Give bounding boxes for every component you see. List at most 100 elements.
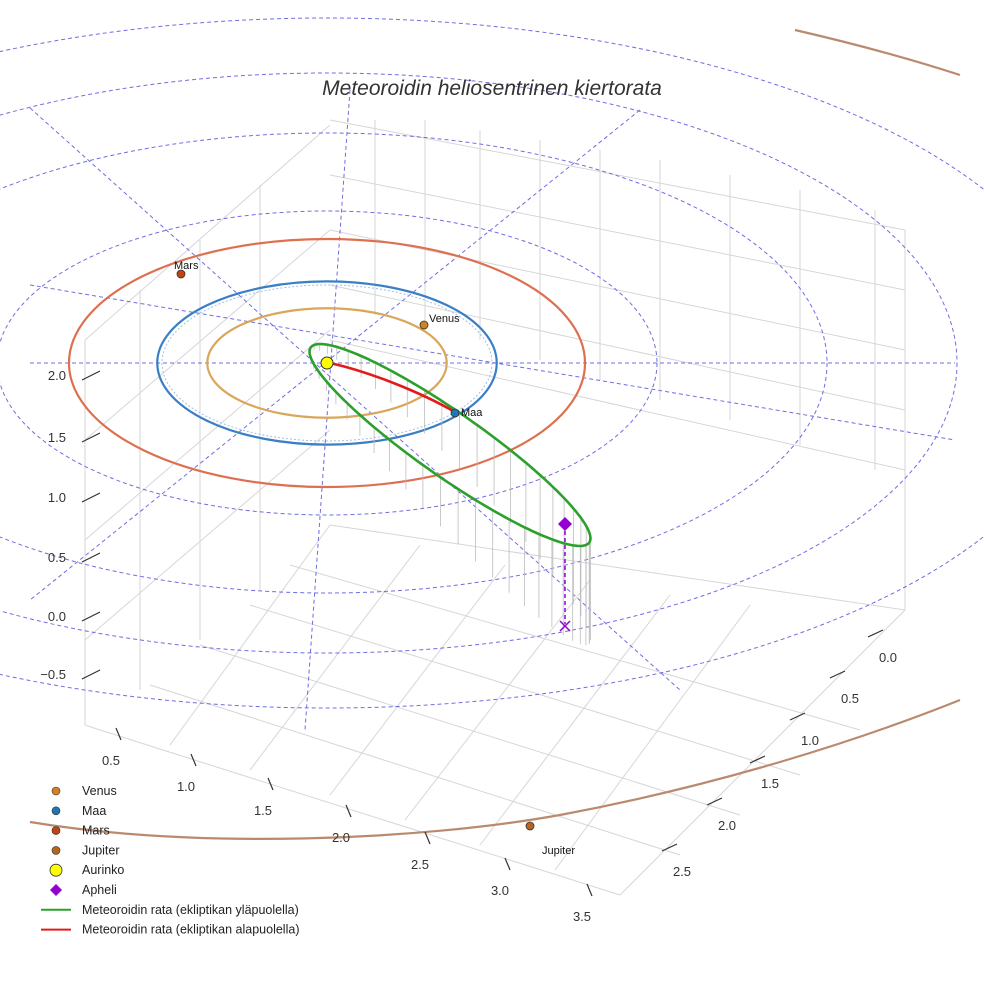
legend-symbol [51, 846, 61, 855]
x-tick-mark [504, 857, 511, 871]
z-tick-mark [81, 611, 101, 622]
x-tick-mark [267, 777, 274, 791]
jupiter-label: Jupiter [542, 845, 575, 857]
aphelion-projection-marker [559, 620, 571, 632]
legend: Venus Maa Mars Jupiter Aurinko Apheli Meteoroi… [41, 784, 299, 937]
z-tick-label: 1.0 [48, 490, 66, 505]
z-tick-label: −0.5 [40, 667, 66, 682]
grid-line [199, 644, 741, 816]
venus-label: Venus [429, 313, 460, 325]
jupiter-marker [525, 821, 535, 831]
legend-label: Meteoroidin rata (ekliptikan yläpuolella… [82, 903, 299, 917]
z-tick-mark [81, 432, 101, 443]
grid-line [619, 609, 906, 896]
sun-marker [320, 356, 334, 370]
axis-ticks: 2.0 1.5 1.0 0.5 0.0 −0.5 0.5 1.0 1.5 2.0 2.5 3.0 3.5… [40, 368, 897, 924]
venus-orbit [206, 307, 448, 419]
jupiter-orbit-arc-far [794, 28, 961, 77]
legend-label: Meteoroidin rata (ekliptikan alapuolella… [82, 923, 299, 937]
y-tick-label: 2.5 [673, 864, 691, 879]
ecliptic-spoke [29, 284, 956, 441]
y-tick-label: 1.5 [761, 776, 779, 791]
grid-line [249, 544, 421, 771]
x-tick-label: 1.5 [254, 803, 272, 818]
maa-label: Maa [461, 407, 483, 419]
mars-orbit [67, 237, 587, 489]
grid-line [249, 604, 801, 776]
y-tick-label: 0.0 [879, 650, 897, 665]
ecliptic-spoke [29, 107, 681, 691]
z-tick-mark [81, 492, 101, 503]
grid-line [289, 564, 861, 731]
aphelion-marker [558, 517, 572, 531]
ecliptic-ring [0, 17, 984, 709]
grid-line [329, 524, 906, 611]
legend-label: Apheli [82, 883, 117, 897]
legend-label: Aurinko [82, 863, 124, 877]
grid-line [149, 684, 681, 856]
z-tick-label: 1.5 [48, 430, 66, 445]
x-tick-label: 2.5 [411, 857, 429, 872]
grid-line [329, 174, 906, 291]
jupiter-orbit-arc-near [29, 698, 961, 840]
grid-line [84, 229, 331, 441]
x-tick-mark [345, 804, 352, 818]
maa-orbit-trace [161, 284, 493, 442]
x-tick-label: 1.0 [177, 779, 195, 794]
grid-line [554, 604, 751, 871]
y-tick-mark [789, 712, 806, 721]
z-tick-label: 0.5 [48, 550, 66, 565]
legend-label: Maa [82, 804, 106, 818]
legend-symbol [50, 884, 62, 896]
z-tick-label: 2.0 [48, 368, 66, 383]
grid-line [99, 729, 621, 896]
y-tick-mark [867, 629, 884, 638]
grid-line [329, 339, 906, 471]
ecliptic-spoke [29, 109, 641, 601]
grid-line [404, 579, 591, 821]
ecliptic-ring [0, 72, 958, 654]
z-tick-mark [81, 552, 101, 563]
grid-line [84, 329, 331, 541]
jupiter-orbit [29, 28, 961, 840]
x-tick-label: 3.0 [491, 883, 509, 898]
y-tick-mark [661, 843, 678, 852]
ecliptic-spoke [304, 89, 351, 731]
legend-symbol [49, 863, 63, 877]
x-tick-mark [190, 753, 197, 767]
grid-line [329, 229, 906, 351]
x-tick-mark [424, 831, 431, 845]
y-tick-mark [706, 797, 723, 806]
legend-symbol [51, 806, 61, 816]
legend-label: Mars [82, 824, 110, 838]
maa-orbit [156, 280, 498, 446]
z-tick-label: 0.0 [48, 609, 66, 624]
legend-symbol [51, 826, 61, 835]
meteoroid-orbit-above [308, 342, 592, 548]
left-wall-grid [84, 124, 331, 725]
x-tick-mark [586, 883, 593, 897]
grid-line [169, 524, 331, 746]
meteoroid-orbit [308, 342, 592, 548]
planet-markers: Venus Maa Mars Jupiter [174, 260, 575, 857]
grid-line [329, 564, 506, 796]
legend-label: Venus [82, 784, 117, 798]
legend-symbol [51, 786, 61, 796]
meteoroid-orbit-below [329, 361, 456, 414]
ecliptic-ring [0, 132, 828, 594]
grid-line [329, 284, 906, 411]
venus-marker [419, 320, 429, 330]
legend-label: Jupiter [82, 843, 120, 857]
x-tick-label: 3.5 [573, 909, 591, 924]
mars-marker [176, 269, 186, 279]
x-tick-label: 2.0 [332, 830, 350, 845]
planet-orbits [67, 237, 587, 489]
maa-marker [450, 408, 460, 418]
floor-grid [84, 524, 906, 896]
grid-line [84, 429, 331, 641]
y-tick-label: 2.0 [718, 818, 736, 833]
grid-line [329, 119, 906, 231]
back-wall-grid [329, 119, 906, 610]
z-tick-mark [81, 370, 101, 381]
